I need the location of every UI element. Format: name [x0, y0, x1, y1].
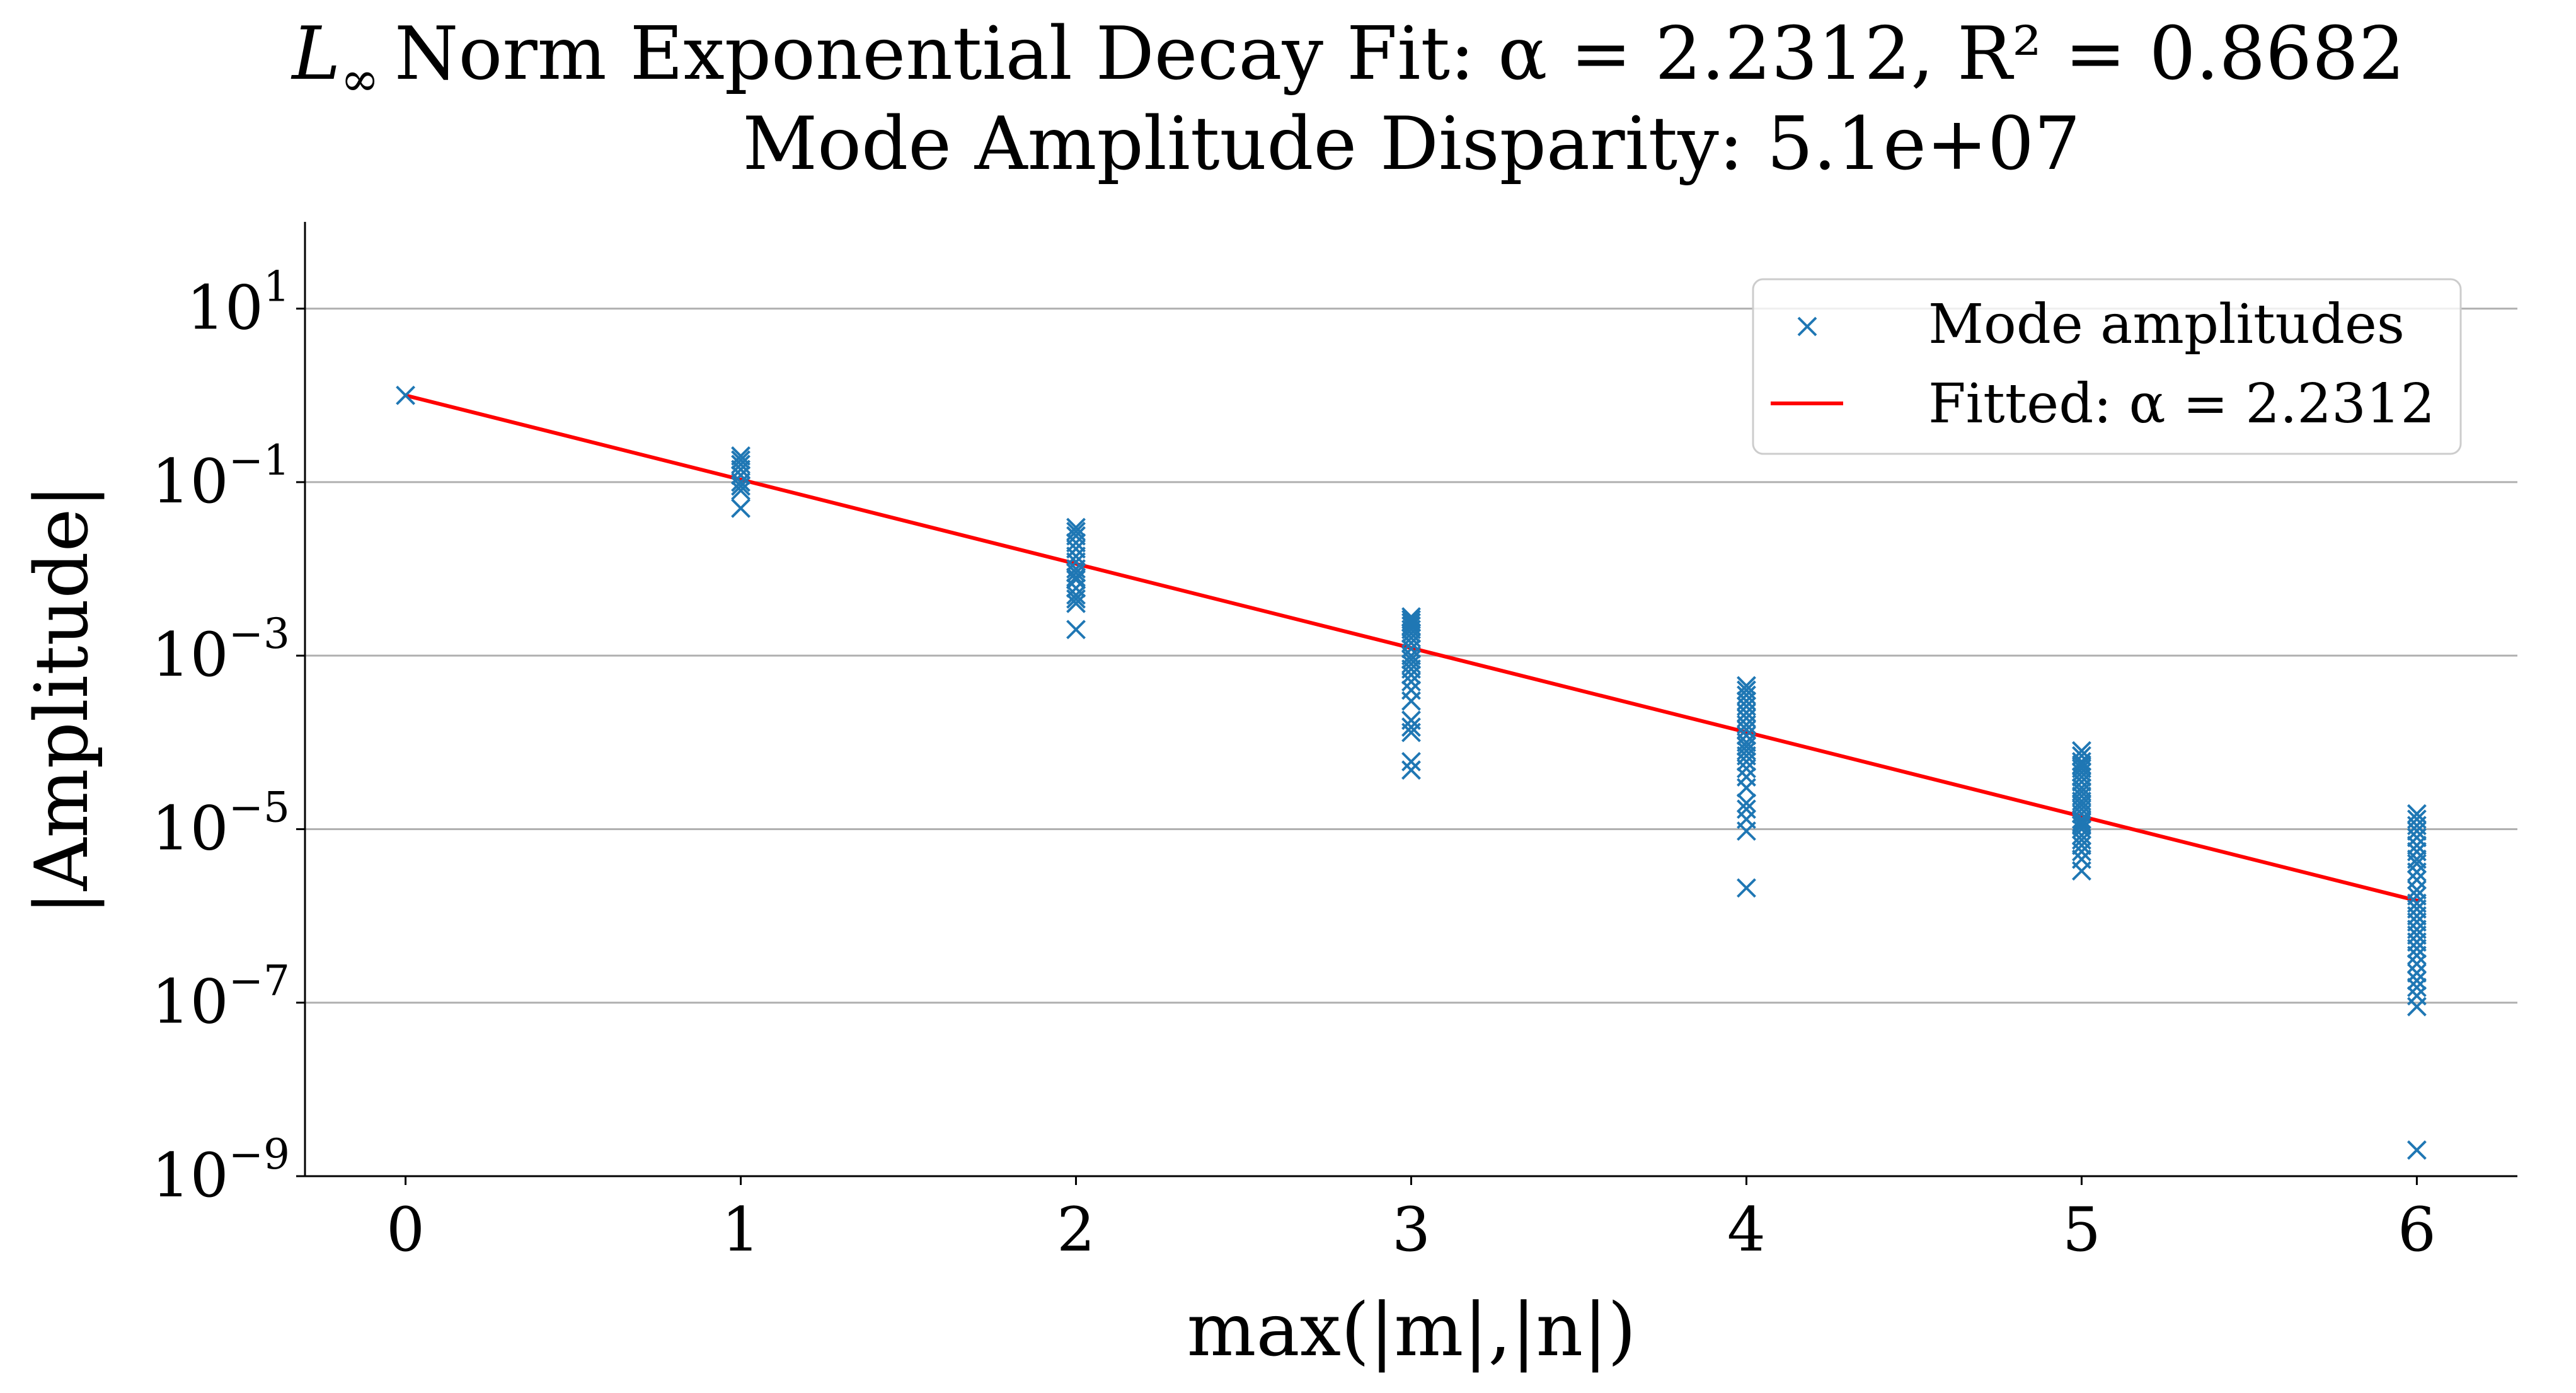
scatter-point — [2406, 997, 2427, 1017]
y-tick-base: 10 — [152, 967, 229, 1038]
y-tick-base: 10 — [152, 446, 229, 517]
scatter-point — [1066, 589, 1086, 609]
scatter-point — [2406, 1140, 2427, 1160]
scatter-point — [2406, 853, 2427, 874]
scatter-point — [1737, 758, 1756, 778]
scatter-point — [1066, 563, 1086, 583]
scatter-point — [731, 450, 750, 470]
scatter-point — [1401, 610, 1421, 630]
y-tick-label: 10−1 — [152, 436, 290, 517]
scatter-point — [2406, 862, 2427, 882]
x-tick-label: 5 — [2062, 1194, 2101, 1265]
scatter-point — [731, 472, 750, 492]
scatter-point — [1401, 722, 1421, 743]
y-tick-label: 101 — [187, 263, 290, 344]
scatter-point — [1401, 665, 1421, 685]
scatter-point — [1737, 778, 1756, 798]
x-tick-label: 1 — [722, 1194, 760, 1265]
x-tick-label: 2 — [1057, 1194, 1095, 1265]
scatter-point — [1737, 793, 1756, 813]
scatter-point — [2406, 954, 2427, 974]
x-tick-label: 3 — [1392, 1194, 1430, 1265]
scatter-point — [2406, 971, 2427, 991]
scatter-point — [1066, 620, 1086, 640]
title-line1-text: Norm Exponential Decay Fit: α = 2.2312, … — [394, 11, 2405, 96]
scatter-point — [1066, 517, 1086, 538]
scatter-point — [1401, 623, 1421, 644]
scatter-point — [1401, 650, 1421, 669]
scatter-point — [2072, 809, 2091, 829]
scatter-point — [1737, 751, 1756, 772]
scatter-point — [1737, 821, 1756, 841]
scatter-point — [1401, 717, 1421, 737]
scatter-point — [1737, 736, 1756, 756]
scatter-point — [2406, 978, 2427, 997]
y-tick-exponent: −3 — [229, 610, 290, 658]
scatter-point — [1401, 672, 1421, 692]
y-tick-base: 10 — [152, 620, 229, 690]
scatter-point — [2072, 763, 2091, 782]
scatter-point — [2072, 835, 2091, 855]
chart-title-line2: Mode Amplitude Disparity: 5.1e+07 — [742, 101, 2080, 187]
title-norm-subscript: ∞ — [340, 52, 379, 107]
scatter-point — [2072, 861, 2091, 881]
y-tick-base: 10 — [152, 793, 229, 864]
scatter-point — [1401, 691, 1421, 711]
y-tick-base: 10 — [187, 273, 263, 344]
legend-marker-icon — [1797, 316, 1817, 337]
scatter-point — [731, 476, 750, 496]
legend-frame — [1752, 278, 2462, 455]
scatter-point — [1401, 751, 1421, 772]
scatter-point — [2406, 828, 2427, 848]
scatter-point — [731, 498, 750, 518]
y-tick-exponent: 1 — [263, 263, 290, 311]
x-tick-label: 6 — [2398, 1194, 2436, 1265]
x-tick-label: 0 — [386, 1194, 425, 1265]
y-axis-label: |Amplitude| — [20, 484, 105, 916]
scatter-point — [2406, 870, 2427, 890]
y-tick-label: 10−5 — [152, 783, 290, 864]
chart-title-line1: L∞ Norm Exponential Decay Fit: α = 2.2312… — [290, 11, 2405, 107]
y-tick-exponent: −1 — [229, 436, 290, 485]
y-tick-exponent: −5 — [229, 783, 290, 831]
scatter-point — [396, 385, 416, 405]
y-tick-label: 10−7 — [152, 957, 290, 1038]
y-tick-exponent: −7 — [229, 957, 290, 1005]
x-ticks: 0 1 2 3 4 5 6 — [386, 1176, 2436, 1265]
scatter-point — [1066, 585, 1086, 605]
legend-label-mode-amplitudes: Mode amplitudes — [1928, 293, 2405, 356]
x-tick-label: 4 — [1727, 1194, 1766, 1265]
scatter-point — [2406, 835, 2427, 855]
scatter-point — [2072, 795, 2091, 815]
scatter-point — [1737, 878, 1756, 898]
legend: Mode amplitudes Fitted: α = 2.2312 — [1752, 278, 2462, 455]
title-norm-symbol: L — [290, 11, 340, 96]
scatter-point — [2072, 772, 2091, 792]
scatter-point — [2406, 939, 2427, 959]
y-tick-label: 10−3 — [152, 610, 290, 690]
y-tick-base: 10 — [152, 1140, 229, 1211]
y-tick-label: 10−9 — [152, 1130, 290, 1211]
scatter-point — [731, 480, 750, 500]
scatter-point — [2406, 945, 2427, 966]
scatter-point — [2406, 821, 2427, 841]
legend-x-marker — [1797, 316, 1817, 337]
legend-label-fitted: Fitted: α = 2.2312 — [1928, 373, 2435, 436]
y-tick-exponent: −9 — [229, 1130, 290, 1179]
scatter-point — [1066, 570, 1086, 590]
scatter-markers — [396, 385, 2427, 1160]
scatter-point — [1401, 760, 1421, 780]
scatter-point — [1737, 676, 1756, 696]
scatter-point — [2406, 963, 2427, 983]
scatter-point — [2072, 841, 2091, 862]
scatter-point — [2072, 816, 2091, 836]
scatter-point — [1066, 593, 1086, 613]
x-axis-label: max(|m|,|n|) — [1187, 1288, 1636, 1373]
